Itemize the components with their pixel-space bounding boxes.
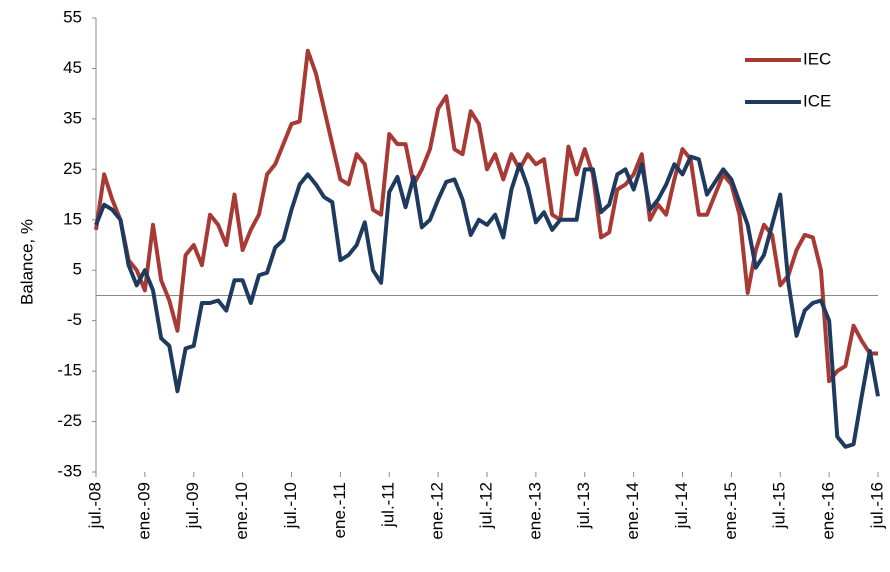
y-tick-label: -35 — [57, 461, 82, 480]
y-tick-label: 5 — [73, 260, 82, 279]
x-tick-label: ene.-12 — [428, 482, 447, 540]
legend-label: ICE — [803, 91, 831, 110]
x-tick-label: jul.-15 — [770, 482, 789, 529]
x-tick-label: jul.-09 — [183, 482, 202, 529]
x-tick-label: jul.-14 — [672, 482, 691, 529]
x-tick-label: jul.-10 — [281, 482, 300, 529]
y-tick-label: 25 — [63, 159, 82, 178]
x-tick-label: jul.-11 — [379, 482, 398, 528]
series-line — [94, 154, 880, 449]
x-tick-label: ene.-15 — [721, 482, 740, 540]
x-tick-label: ene.-16 — [819, 482, 838, 540]
y-tick-label: -25 — [57, 411, 82, 430]
x-tick-label: ene.-09 — [134, 482, 153, 540]
y-tick-label: -5 — [67, 310, 82, 329]
legend-label: IEC — [803, 49, 831, 68]
y-tick-label: 55 — [63, 7, 82, 26]
x-tick-label: ene.-14 — [623, 482, 642, 540]
y-tick-label: 35 — [63, 108, 82, 127]
x-tick-label: jul.-12 — [476, 482, 495, 529]
series-line — [94, 48, 878, 384]
x-tick-label: ene.-13 — [525, 482, 544, 540]
x-tick-label: jul.-08 — [85, 482, 104, 529]
x-tick-label: jul.-16 — [867, 482, 886, 529]
x-tick-label: ene.-11 — [330, 482, 349, 538]
y-tick-label: -15 — [57, 361, 82, 380]
y-tick-label: 45 — [63, 58, 82, 77]
x-tick-label: jul.-13 — [574, 482, 593, 529]
y-tick-label: 15 — [63, 209, 82, 228]
y-axis-label: Balance, % — [17, 219, 36, 305]
x-tick-label: ene.-10 — [232, 482, 251, 540]
